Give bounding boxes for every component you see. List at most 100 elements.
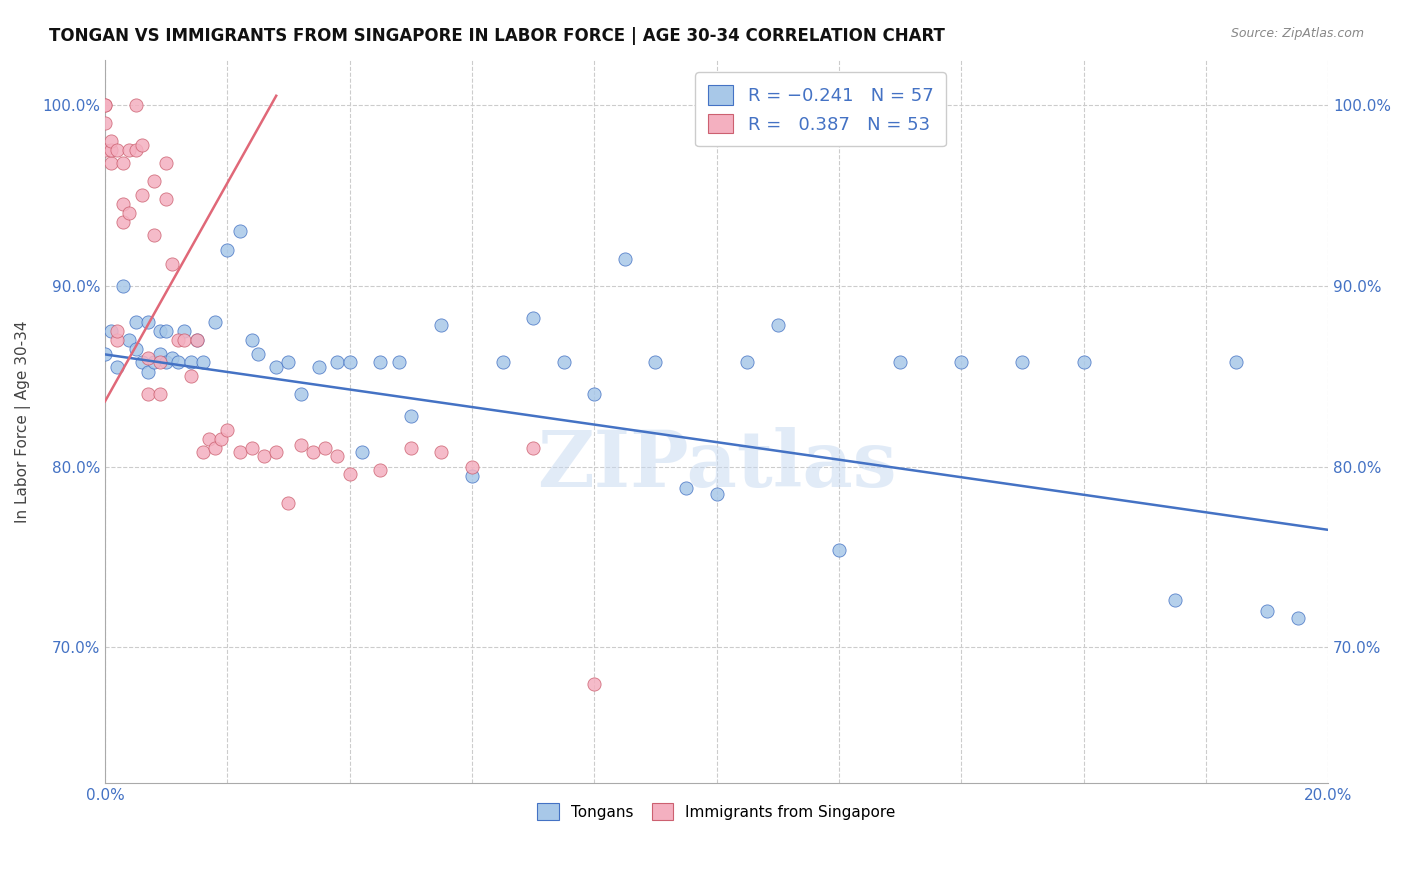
Text: TONGAN VS IMMIGRANTS FROM SINGAPORE IN LABOR FORCE | AGE 30-34 CORRELATION CHART: TONGAN VS IMMIGRANTS FROM SINGAPORE IN L… xyxy=(49,27,945,45)
Point xyxy=(118,206,141,220)
Point xyxy=(191,354,214,368)
Point xyxy=(124,315,146,329)
Point xyxy=(155,354,177,368)
Point xyxy=(430,445,453,459)
Point xyxy=(162,257,184,271)
Point xyxy=(217,243,239,257)
Point xyxy=(186,333,208,347)
Point xyxy=(240,333,263,347)
Point xyxy=(142,227,165,242)
Point xyxy=(180,369,202,384)
Point xyxy=(828,542,851,557)
Point xyxy=(94,98,117,112)
Point xyxy=(94,143,117,157)
Point xyxy=(131,188,153,202)
Point xyxy=(1073,354,1095,368)
Point xyxy=(217,423,239,437)
Point xyxy=(553,354,575,368)
Point xyxy=(430,318,453,333)
Point xyxy=(264,445,287,459)
Point xyxy=(198,433,221,447)
Point xyxy=(950,354,973,368)
Point xyxy=(613,252,636,266)
Point xyxy=(105,333,128,347)
Point xyxy=(105,360,128,375)
Point xyxy=(350,445,373,459)
Point xyxy=(1256,604,1278,618)
Point xyxy=(675,481,697,495)
Point xyxy=(136,387,159,401)
Point xyxy=(302,445,325,459)
Point xyxy=(228,224,250,238)
Point xyxy=(124,342,146,356)
Point xyxy=(149,324,172,338)
Point xyxy=(246,347,269,361)
Point xyxy=(735,354,758,368)
Point xyxy=(387,354,409,368)
Point xyxy=(186,333,208,347)
Point xyxy=(112,155,135,169)
Point xyxy=(155,155,177,169)
Point xyxy=(1164,593,1187,607)
Point xyxy=(180,354,202,368)
Point xyxy=(94,347,117,361)
Point xyxy=(339,467,361,481)
Point xyxy=(766,318,789,333)
Text: ZIPatlas: ZIPatlas xyxy=(537,426,897,503)
Point xyxy=(461,459,484,474)
Point xyxy=(112,278,135,293)
Point xyxy=(112,197,135,211)
Point xyxy=(100,143,122,157)
Point xyxy=(204,442,226,456)
Point xyxy=(399,409,422,423)
Point xyxy=(100,134,122,148)
Point xyxy=(173,333,195,347)
Point xyxy=(94,116,117,130)
Point xyxy=(240,442,263,456)
Point xyxy=(264,360,287,375)
Point xyxy=(118,333,141,347)
Point xyxy=(105,143,128,157)
Point xyxy=(142,354,165,368)
Point xyxy=(491,354,513,368)
Point xyxy=(149,354,172,368)
Point xyxy=(131,137,153,152)
Point xyxy=(522,442,544,456)
Point xyxy=(136,315,159,329)
Point xyxy=(583,387,606,401)
Point xyxy=(124,143,146,157)
Point xyxy=(314,442,336,456)
Point xyxy=(399,442,422,456)
Point xyxy=(100,155,122,169)
Point xyxy=(136,366,159,380)
Point xyxy=(1286,611,1309,625)
Point xyxy=(644,354,666,368)
Point xyxy=(209,433,232,447)
Point xyxy=(118,143,141,157)
Point xyxy=(155,192,177,206)
Point xyxy=(191,445,214,459)
Point xyxy=(308,360,330,375)
Point xyxy=(124,98,146,112)
Point xyxy=(131,354,153,368)
Point xyxy=(162,351,184,365)
Point xyxy=(100,324,122,338)
Point xyxy=(339,354,361,368)
Point xyxy=(290,387,312,401)
Point xyxy=(326,449,349,463)
Point xyxy=(277,496,299,510)
Point xyxy=(1225,354,1247,368)
Point xyxy=(277,354,299,368)
Point xyxy=(706,486,728,500)
Point xyxy=(167,354,190,368)
Point xyxy=(173,324,195,338)
Point xyxy=(155,324,177,338)
Y-axis label: In Labor Force | Age 30-34: In Labor Force | Age 30-34 xyxy=(15,320,31,523)
Point xyxy=(461,468,484,483)
Point xyxy=(326,354,349,368)
Point xyxy=(105,324,128,338)
Point xyxy=(889,354,911,368)
Point xyxy=(204,315,226,329)
Point xyxy=(253,449,276,463)
Point xyxy=(149,347,172,361)
